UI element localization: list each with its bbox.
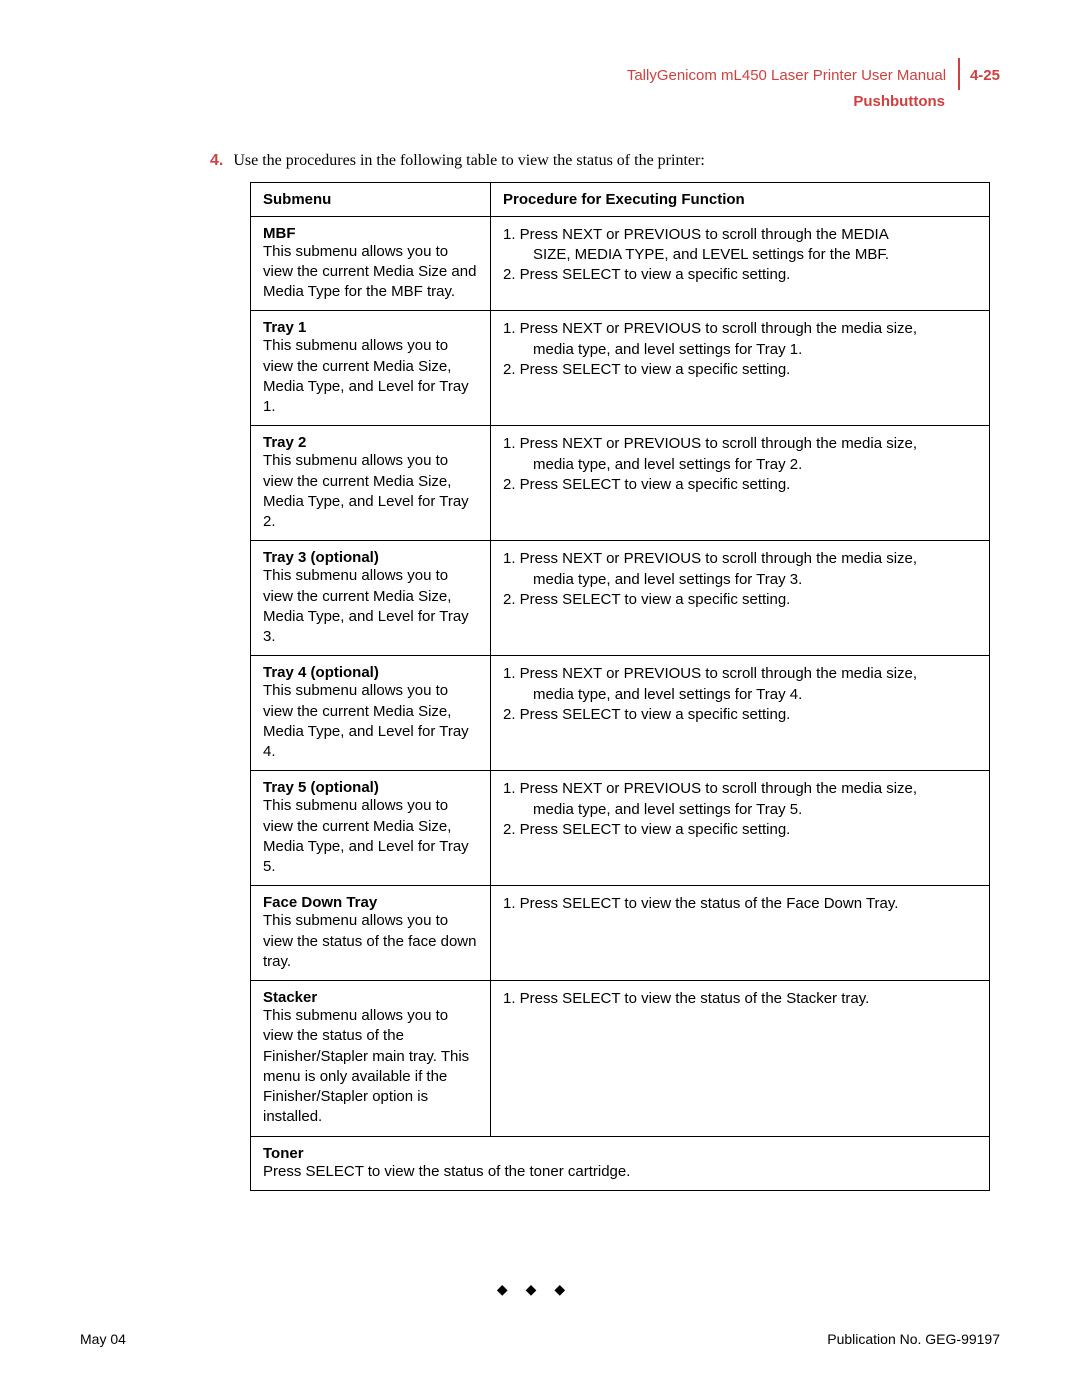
table-row: Tray 2This submenu allows you to view th…	[251, 426, 990, 541]
table-row: Tray 5 (optional)This submenu allows you…	[251, 771, 990, 886]
procedure-cell: 1. Press SELECT to view the status of th…	[491, 886, 990, 981]
procedure-line: 1. Press NEXT or PREVIOUS to scroll thro…	[503, 319, 979, 339]
submenu-title: Tray 1	[263, 319, 480, 336]
procedure-line: 2. Press SELECT to view a specific setti…	[503, 590, 979, 610]
submenu-desc: This submenu allows you to view the curr…	[263, 681, 480, 762]
submenu-desc: This submenu allows you to view the curr…	[263, 796, 480, 877]
table-row: Tray 4 (optional)This submenu allows you…	[251, 656, 990, 771]
instruction-number: 4.	[210, 152, 223, 169]
submenu-desc: This submenu allows you to view the curr…	[263, 451, 480, 532]
page-footer: May 04 Publication No. GEG-99197	[80, 1331, 1000, 1347]
submenu-cell: MBFThis submenu allows you to view the c…	[251, 216, 491, 311]
submenu-cell: Tray 1This submenu allows you to view th…	[251, 311, 491, 426]
procedure-line: 1. Press NEXT or PREVIOUS to scroll thro…	[503, 779, 979, 799]
footer-date: May 04	[80, 1331, 126, 1347]
procedure-line: 1. Press NEXT or PREVIOUS to scroll thro…	[503, 434, 979, 454]
procedure-line: media type, and level settings for Tray …	[503, 685, 979, 705]
procedure-line: 1. Press NEXT or PREVIOUS to scroll thro…	[503, 225, 979, 245]
submenu-title: Face Down Tray	[263, 894, 480, 911]
procedure-cell: 1. Press NEXT or PREVIOUS to scroll thro…	[491, 656, 990, 771]
submenu-cell: Face Down TrayThis submenu allows you to…	[251, 886, 491, 981]
procedure-cell: 1. Press SELECT to view the status of th…	[491, 981, 990, 1137]
submenu-cell: Tray 3 (optional)This submenu allows you…	[251, 541, 491, 656]
table-row: Tray 3 (optional)This submenu allows you…	[251, 541, 990, 656]
footer-publication: Publication No. GEG-99197	[827, 1331, 1000, 1347]
submenu-title: MBF	[263, 225, 480, 242]
submenu-title: Stacker	[263, 989, 480, 1006]
procedure-cell: 1. Press NEXT or PREVIOUS to scroll thro…	[491, 541, 990, 656]
procedure-line: 2. Press SELECT to view a specific setti…	[503, 705, 979, 725]
submenu-desc: This submenu allows you to view the curr…	[263, 242, 480, 303]
procedure-cell: 1. Press NEXT or PREVIOUS to scroll thro…	[491, 216, 990, 311]
table-row: MBFThis submenu allows you to view the c…	[251, 216, 990, 311]
instruction-text: Use the procedures in the following tabl…	[233, 152, 704, 169]
procedure-cell: 1. Press NEXT or PREVIOUS to scroll thro…	[491, 311, 990, 426]
procedure-line: 1. Press SELECT to view the status of th…	[503, 989, 979, 1009]
submenu-title: Tray 2	[263, 434, 480, 451]
manual-title: TallyGenicom mL450 Laser Printer User Ma…	[627, 67, 946, 84]
table-row: Face Down TrayThis submenu allows you to…	[251, 886, 990, 981]
table-row-full: TonerPress SELECT to view the status of …	[251, 1136, 990, 1190]
submenu-cell: StackerThis submenu allows you to view t…	[251, 981, 491, 1137]
procedure-line: SIZE, MEDIA TYPE, and LEVEL settings for…	[503, 245, 979, 265]
instruction-line: 4. Use the procedures in the following t…	[210, 152, 1000, 170]
procedure-line: 2. Press SELECT to view a specific setti…	[503, 265, 979, 285]
header-line: TallyGenicom mL450 Laser Printer User Ma…	[627, 60, 1000, 92]
procedure-line: 2. Press SELECT to view a specific setti…	[503, 360, 979, 380]
procedure-cell: 1. Press NEXT or PREVIOUS to scroll thro…	[491, 426, 990, 541]
submenu-cell: Tray 5 (optional)This submenu allows you…	[251, 771, 491, 886]
table-body: MBFThis submenu allows you to view the c…	[251, 216, 990, 1190]
submenu-desc: Press SELECT to view the status of the t…	[263, 1162, 979, 1182]
section-name: Pushbuttons	[80, 92, 945, 112]
submenu-title: Tray 3 (optional)	[263, 549, 480, 566]
submenu-cell: Tray 4 (optional)This submenu allows you…	[251, 656, 491, 771]
procedure-cell: 1. Press NEXT or PREVIOUS to scroll thro…	[491, 771, 990, 886]
submenu-desc: This submenu allows you to view the stat…	[263, 1006, 480, 1128]
toner-cell: TonerPress SELECT to view the status of …	[251, 1136, 990, 1190]
page-header: TallyGenicom mL450 Laser Printer User Ma…	[80, 60, 1000, 112]
submenu-title: Tray 5 (optional)	[263, 779, 480, 796]
submenu-desc: This submenu allows you to view the stat…	[263, 911, 480, 972]
submenu-title: Tray 4 (optional)	[263, 664, 480, 681]
submenu-cell: Tray 2This submenu allows you to view th…	[251, 426, 491, 541]
procedure-line: media type, and level settings for Tray …	[503, 570, 979, 590]
procedure-line: 1. Press NEXT or PREVIOUS to scroll thro…	[503, 664, 979, 684]
procedure-table: Submenu Procedure for Executing Function…	[250, 182, 990, 1191]
submenu-title: Toner	[263, 1145, 979, 1162]
separator-bar	[958, 58, 960, 90]
table-row: Tray 1This submenu allows you to view th…	[251, 311, 990, 426]
procedure-line: 1. Press SELECT to view the status of th…	[503, 894, 979, 914]
procedure-line: 2. Press SELECT to view a specific setti…	[503, 475, 979, 495]
procedure-line: media type, and level settings for Tray …	[503, 455, 979, 475]
page-container: TallyGenicom mL450 Laser Printer User Ma…	[0, 0, 1080, 1397]
submenu-desc: This submenu allows you to view the curr…	[263, 336, 480, 417]
procedure-line: 2. Press SELECT to view a specific setti…	[503, 820, 979, 840]
submenu-desc: This submenu allows you to view the curr…	[263, 566, 480, 647]
table-row: StackerThis submenu allows you to view t…	[251, 981, 990, 1137]
header-submenu: Submenu	[251, 182, 491, 216]
section-divider: ◆◆◆	[80, 1281, 1000, 1298]
procedure-line: media type, and level settings for Tray …	[503, 340, 979, 360]
table-header-row: Submenu Procedure for Executing Function	[251, 182, 990, 216]
procedure-line: 1. Press NEXT or PREVIOUS to scroll thro…	[503, 549, 979, 569]
procedure-line: media type, and level settings for Tray …	[503, 800, 979, 820]
page-number: 4-25	[970, 67, 1000, 84]
header-procedure: Procedure for Executing Function	[491, 182, 990, 216]
